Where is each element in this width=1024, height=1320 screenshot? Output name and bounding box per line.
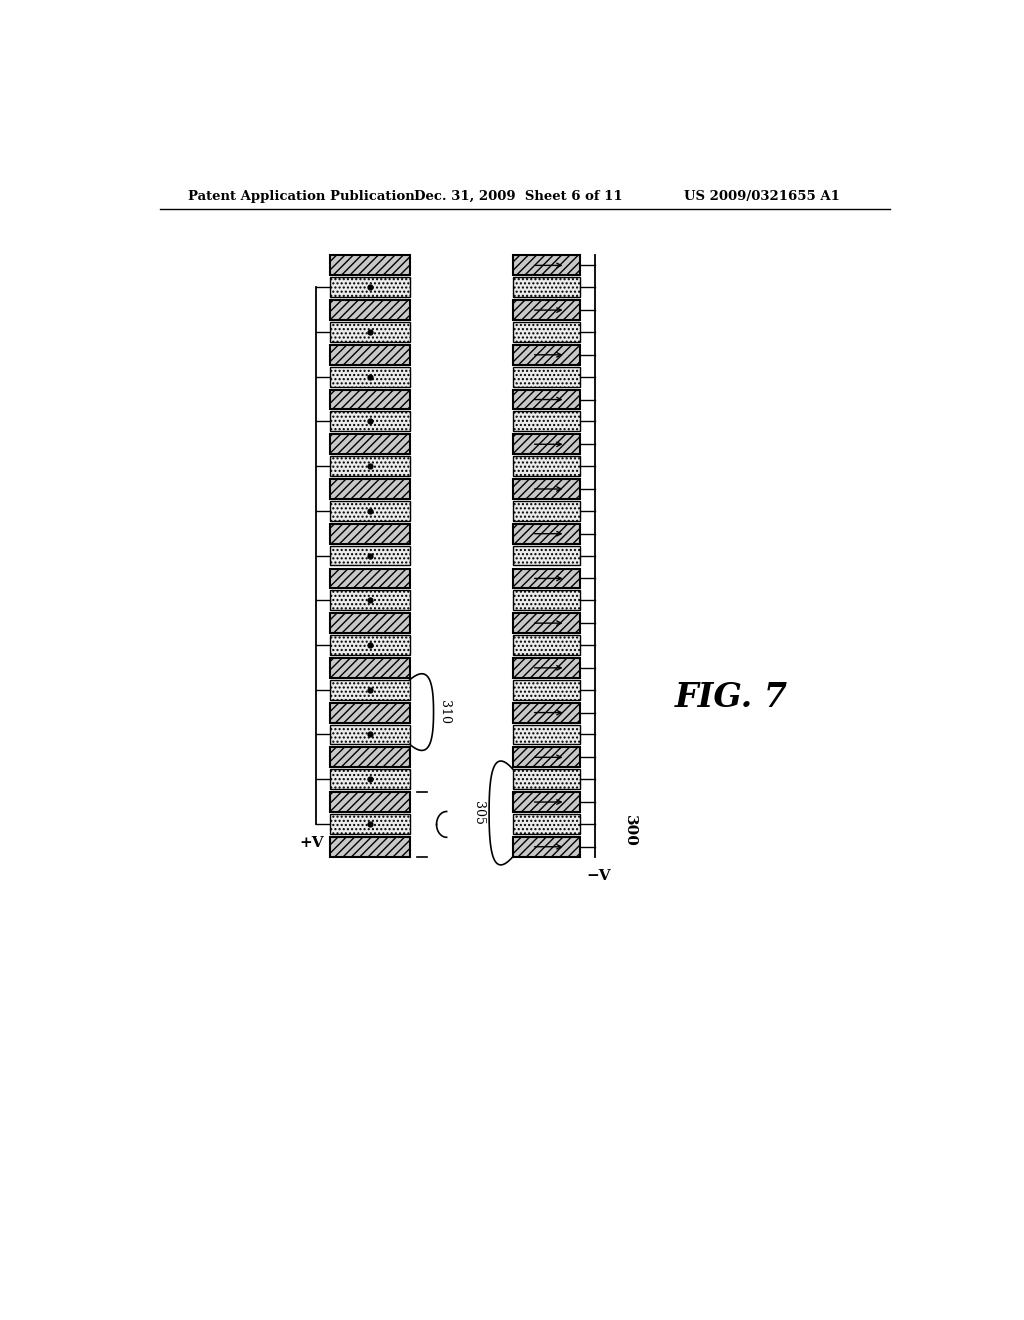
Bar: [513, 277, 581, 297]
Bar: [513, 367, 581, 387]
Bar: [331, 300, 410, 319]
Bar: [513, 635, 581, 655]
Text: −V: −V: [587, 869, 611, 883]
Text: +V: +V: [300, 836, 325, 850]
Bar: [513, 500, 581, 521]
Bar: [513, 256, 581, 276]
Bar: [331, 590, 410, 610]
Bar: [331, 770, 410, 789]
Bar: [331, 814, 410, 834]
Bar: [331, 747, 410, 767]
Bar: [331, 725, 410, 744]
Bar: [331, 322, 410, 342]
Bar: [513, 412, 581, 432]
Bar: [331, 702, 410, 722]
Bar: [513, 345, 581, 364]
Bar: [513, 837, 581, 857]
Bar: [331, 479, 410, 499]
Bar: [331, 569, 410, 589]
Bar: [513, 814, 581, 834]
Bar: [331, 524, 410, 544]
Bar: [513, 770, 581, 789]
Bar: [513, 614, 581, 634]
Bar: [331, 500, 410, 521]
Bar: [513, 680, 581, 700]
Bar: [331, 389, 410, 409]
Bar: [513, 590, 581, 610]
Text: 305: 305: [472, 801, 485, 825]
Bar: [331, 792, 410, 812]
Bar: [513, 569, 581, 589]
Bar: [513, 322, 581, 342]
Bar: [513, 545, 581, 565]
Bar: [513, 479, 581, 499]
Text: Dec. 31, 2009  Sheet 6 of 11: Dec. 31, 2009 Sheet 6 of 11: [414, 190, 623, 202]
Bar: [331, 277, 410, 297]
Bar: [513, 524, 581, 544]
Bar: [331, 657, 410, 677]
Bar: [331, 614, 410, 634]
Bar: [513, 702, 581, 722]
Bar: [331, 457, 410, 477]
Bar: [331, 635, 410, 655]
Bar: [513, 389, 581, 409]
Bar: [331, 680, 410, 700]
Bar: [513, 457, 581, 477]
Text: 310: 310: [437, 700, 451, 725]
Bar: [331, 545, 410, 565]
Text: US 2009/0321655 A1: US 2009/0321655 A1: [684, 190, 840, 202]
Bar: [331, 837, 410, 857]
Text: 300: 300: [624, 814, 637, 846]
Bar: [513, 300, 581, 319]
Bar: [513, 657, 581, 677]
Bar: [513, 434, 581, 454]
Bar: [331, 256, 410, 276]
Bar: [513, 792, 581, 812]
Bar: [331, 412, 410, 432]
Bar: [513, 747, 581, 767]
Bar: [331, 345, 410, 364]
Bar: [513, 725, 581, 744]
Bar: [331, 367, 410, 387]
Text: Patent Application Publication: Patent Application Publication: [187, 190, 415, 202]
Bar: [331, 434, 410, 454]
Text: FIG. 7: FIG. 7: [675, 681, 787, 714]
